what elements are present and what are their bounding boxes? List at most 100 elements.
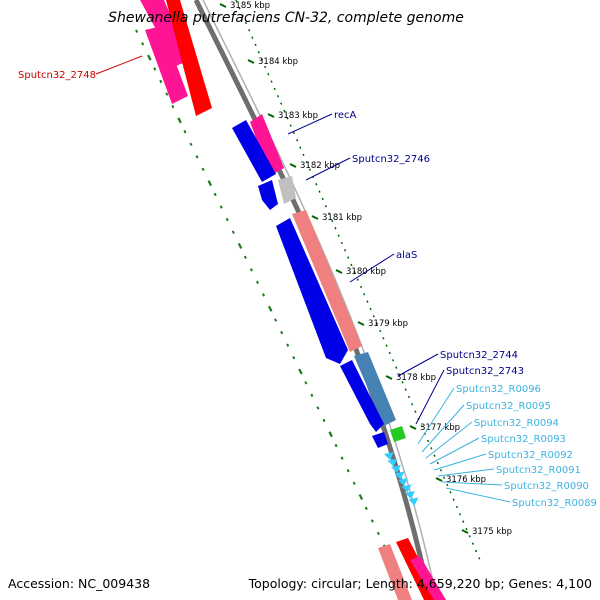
callout-leader-line xyxy=(397,353,439,377)
gc-dot-track xyxy=(135,29,411,598)
gene-label: Sputcn32_R0093 xyxy=(481,434,566,445)
gc-dot xyxy=(376,531,380,536)
genome-summary-text: Topology: circular; Length: 4,659,220 bp… xyxy=(248,576,592,591)
gc-dot xyxy=(292,356,296,360)
tick-mark xyxy=(311,215,319,220)
gc-dot xyxy=(219,205,223,209)
gc-dot xyxy=(304,381,308,385)
gc-dot xyxy=(243,255,247,259)
gc-dot xyxy=(274,318,278,322)
kbp-tick-label: 3181 kbp xyxy=(322,213,362,223)
gc-dot xyxy=(267,305,273,312)
gc-dot xyxy=(255,280,259,285)
accession-text: Accession: NC_009438 xyxy=(8,576,150,591)
trna-arrow xyxy=(387,458,398,467)
gene-forward-cds-1 xyxy=(232,120,276,182)
kbp-tick-label: 3176 kbp xyxy=(446,475,486,485)
gene-label: Sputcn32_R0090 xyxy=(504,481,589,492)
scale-line xyxy=(235,0,481,561)
gene-label: Sputcn32_2744 xyxy=(440,350,518,361)
callout-leader-line xyxy=(437,468,495,477)
gc-dot xyxy=(195,155,199,159)
gene-bottom-pink xyxy=(410,556,446,600)
callout-leader-line xyxy=(95,55,143,75)
kbp-tick-label: 3185 kbp xyxy=(230,1,270,11)
gc-dot xyxy=(177,117,182,124)
gc-dot xyxy=(340,456,344,460)
tick-mark xyxy=(247,59,255,64)
gc-dot xyxy=(189,142,193,146)
gc-dot xyxy=(165,92,169,96)
gene-label: recA xyxy=(334,110,357,121)
gc-dot xyxy=(213,192,217,197)
trna-arrow xyxy=(394,471,405,480)
callout-leader-line xyxy=(425,421,473,459)
callout-leader-line xyxy=(305,157,351,181)
gene-sputcn32-2748-pink xyxy=(145,26,188,104)
gene-label: Sputcn32_2746 xyxy=(352,154,430,165)
gc-dot xyxy=(328,431,333,438)
gene-bottom-salmon xyxy=(378,544,412,600)
gene-label: Sputcn32_R0089 xyxy=(512,498,597,509)
kbp-tick-label: 3177 kbp xyxy=(420,423,460,433)
gene-label: Sputcn32_2748 xyxy=(18,70,96,81)
gene-sputcn32-2746 xyxy=(258,180,278,210)
tick-mark xyxy=(461,529,469,534)
gene-label: Sputcn32_R0094 xyxy=(474,418,559,429)
gene-label: Sputcn32_R0091 xyxy=(496,465,581,476)
gene-alas xyxy=(292,210,362,352)
gc-dot xyxy=(298,368,303,375)
gc-dot xyxy=(322,418,326,423)
gene-sputcn32-2743 xyxy=(340,360,384,432)
gc-dot xyxy=(201,167,205,172)
tick-mark xyxy=(357,321,365,326)
gc-dot xyxy=(207,180,213,187)
scale-ticks xyxy=(235,0,481,561)
gene-sputcn32-2744 xyxy=(354,352,396,426)
gc-dot xyxy=(334,443,338,448)
gc-dot xyxy=(358,494,364,501)
gene-label: alaS xyxy=(396,250,417,261)
gene-callouts: Sputcn32_2748 recA Sputcn32_2746 alaS Sputcn… xyxy=(18,55,597,509)
gc-dot xyxy=(370,519,374,523)
trna-arrow xyxy=(401,484,412,493)
tick-mark xyxy=(385,375,393,380)
gene-features xyxy=(140,0,446,600)
gene-sputcn32-2748-block xyxy=(140,0,190,66)
gene-label: Sputcn32_R0096 xyxy=(456,384,541,395)
kbp-tick-label: 3182 kbp xyxy=(300,161,340,171)
gc-dot xyxy=(280,330,284,335)
gc-dot xyxy=(310,393,314,398)
scale-tick-labels: 3185 kbp 3184 kbp 3183 kbp 3182 kbp 3181 kbp… xyxy=(219,1,512,537)
callout-leader-line xyxy=(433,453,487,471)
callout-leader-line xyxy=(429,437,480,465)
gc-dot xyxy=(225,217,229,222)
gene-label: Sputcn32_2743 xyxy=(446,366,524,377)
gc-dot xyxy=(262,293,266,297)
gc-dot xyxy=(286,343,290,347)
kbp-tick-label: 3184 kbp xyxy=(258,57,298,67)
tick-mark xyxy=(335,269,343,274)
tick-mark xyxy=(435,477,443,482)
gene-grey-feature xyxy=(278,176,296,204)
kbp-tick-label: 3183 kbp xyxy=(278,111,318,121)
kbp-tick-label: 3178 kbp xyxy=(396,373,436,383)
tick-mark xyxy=(409,425,417,430)
gc-dot xyxy=(316,406,320,410)
tick-mark xyxy=(289,163,297,168)
gene-label: Sputcn32_R0095 xyxy=(466,401,551,412)
tick-mark xyxy=(219,3,227,8)
gene-sputcn32-2748-red xyxy=(166,0,212,116)
gc-dot xyxy=(231,230,235,234)
map-title: Shewanella putrefaciens CN-32, complete … xyxy=(108,10,464,26)
gene-label: Sputcn32_R0092 xyxy=(488,450,573,461)
gc-dot xyxy=(249,268,253,272)
callout-leader-line xyxy=(349,253,395,283)
gc-dot xyxy=(352,481,356,485)
gene-green xyxy=(390,426,406,442)
callout-leader-line xyxy=(417,387,455,445)
gc-dot xyxy=(183,130,187,134)
gc-dot xyxy=(171,104,175,109)
gene-small-blue xyxy=(372,432,388,448)
gc-dot xyxy=(135,29,139,33)
